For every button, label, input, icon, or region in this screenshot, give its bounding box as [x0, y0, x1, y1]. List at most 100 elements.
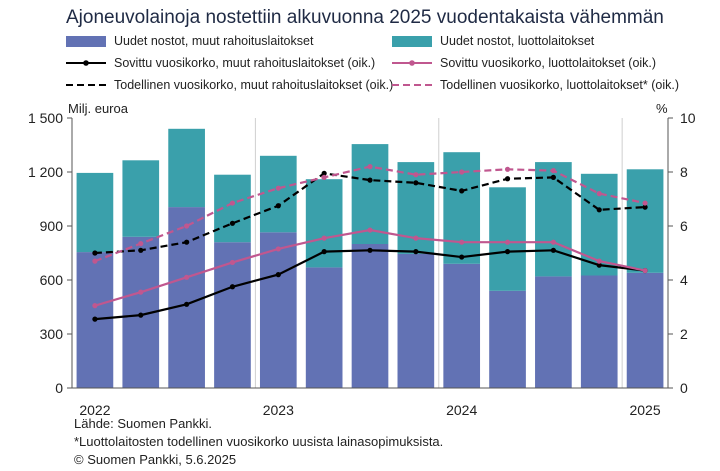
legend-label-line-credit-agreed: Sovittu vuosikorko, luottolaitokset (oik…	[440, 56, 657, 70]
line-other-agreed-point-1	[138, 312, 144, 318]
line-credit-agreed-point-9	[504, 239, 511, 245]
bar-other-10	[535, 276, 572, 388]
line-credit-agreed-point-12	[642, 267, 648, 274]
left-tick-label-5: 1 500	[28, 110, 63, 126]
right-tick-label-4: 8	[680, 164, 688, 180]
line-credit-agreed-point-4	[275, 246, 281, 252]
right-axis-unit: %	[656, 101, 668, 116]
line-credit-agreed-point-8	[459, 239, 465, 245]
chart-title: Ajoneuvolainoja nostettiin alkuvuonna 20…	[66, 7, 664, 28]
line-other-agreed-point-0	[92, 316, 98, 322]
left-tick-label-1: 300	[40, 326, 64, 342]
line-credit-agreed-point-0	[92, 303, 98, 309]
line-credit-effective-point-10	[550, 168, 556, 174]
legend-swatch-line-other-effective	[66, 84, 106, 86]
right-tick-label-1: 2	[680, 326, 688, 342]
line-other-agreed-point-11	[596, 262, 602, 268]
x-tick-label-2025: 2025	[629, 402, 660, 418]
line-credit-effective-point-0	[92, 258, 98, 264]
line-credit-agreed-point-11	[596, 258, 602, 264]
legend-item-line-other-agreed: Sovittu vuosikorko, muut rahoituslaitoks…	[66, 56, 375, 70]
legend-swatch-line-credit-effective	[392, 84, 432, 86]
line-other-agreed-point-10	[550, 247, 556, 253]
x-tick-label-2024: 2024	[446, 402, 477, 418]
bar-credit-9	[489, 187, 526, 291]
line-other-agreed-point-9	[504, 249, 511, 255]
line-credit-agreed-point-6	[367, 227, 373, 233]
line-other-agreed-point-5	[321, 249, 327, 255]
right-tick-label-5: 10	[680, 110, 696, 126]
line-credit-effective-point-4	[275, 185, 281, 191]
line-credit-agreed-point-10	[550, 239, 556, 245]
line-other-effective-point-7	[413, 180, 419, 186]
legend-swatch-bar-other	[66, 35, 106, 47]
line-credit-effective-point-11	[596, 191, 602, 197]
line-credit-effective-point-8	[459, 169, 465, 175]
footer-copyright: © Suomen Pankki, 5.6.2025	[74, 452, 237, 467]
bar-other-4	[259, 232, 297, 388]
legend-item-line-credit-effective: Todellinen vuosikorko, luottolaitokset* …	[392, 78, 679, 92]
bar-credit-2	[168, 128, 205, 208]
line-other-effective-point-4	[275, 203, 281, 209]
legend-label-line-credit-effective: Todellinen vuosikorko, luottolaitokset* …	[440, 78, 680, 92]
left-tick-label-0: 0	[55, 380, 63, 396]
line-other-effective-point-1	[138, 247, 144, 253]
line-other-effective-point-10	[550, 174, 556, 180]
bar-credit-8	[443, 152, 481, 264]
bar-credit-12	[626, 169, 664, 273]
line-other-agreed-point-2	[184, 301, 190, 307]
legend-swatch-line-credit-agreed	[392, 60, 432, 66]
line-other-effective-point-6	[367, 177, 373, 183]
footer-note: *Luottolaitosten todellinen vuosikorko u…	[74, 434, 444, 449]
line-credit-agreed-point-2	[184, 274, 190, 280]
left-tick-label-4: 1 200	[28, 164, 63, 180]
bar-credit-4	[259, 155, 297, 233]
line-credit-agreed-point-1	[138, 289, 144, 295]
legend-item-bar-other: Uudet nostot, muut rahoituslaitokset	[66, 34, 313, 48]
line-other-effective-point-8	[459, 188, 465, 194]
line-credit-effective-point-6	[367, 164, 373, 170]
bar-other-12	[626, 272, 664, 388]
line-other-agreed-point-4	[275, 272, 281, 278]
x-tick-label-2022: 2022	[79, 402, 110, 418]
line-credit-agreed-point-7	[413, 235, 419, 241]
right-tick-label-0: 0	[680, 380, 688, 396]
bar-other-7	[397, 253, 435, 388]
line-credit-effective-point-7	[413, 172, 419, 178]
legend-label-line-other-effective: Todellinen vuosikorko, muut rahoituslait…	[114, 78, 394, 92]
line-credit-effective-point-5	[321, 174, 327, 180]
legend-swatch-line-other-agreed	[66, 60, 106, 66]
bar-credit-10	[535, 162, 572, 277]
bar-credit-0	[76, 172, 114, 253]
legend-item-line-credit-agreed: Sovittu vuosikorko, luottolaitokset (oik…	[392, 56, 656, 70]
legend-swatch-bar-credit	[392, 35, 432, 47]
bar-other-6	[351, 244, 389, 388]
left-axis-unit: Milj. euroa	[68, 101, 128, 116]
legend-label-bar-other: Uudet nostot, muut rahoituslaitokset	[114, 34, 314, 48]
right-tick-label-2: 4	[680, 272, 688, 288]
line-other-agreed-point-6	[367, 247, 373, 253]
legend-label-line-other-agreed: Sovittu vuosikorko, muut rahoituslaitoks…	[114, 56, 376, 70]
line-other-effective-point-11	[596, 207, 602, 213]
line-credit-effective-point-2	[184, 223, 190, 229]
bar-other-2	[168, 207, 205, 388]
footer-source: Lähde: Suomen Pankki.	[74, 416, 213, 431]
line-other-agreed-point-7	[413, 249, 419, 255]
legend-label-bar-credit: Uudet nostot, luottolaitokset	[440, 34, 595, 48]
left-tick-label-3: 900	[40, 218, 64, 234]
line-credit-effective-point-1	[138, 240, 144, 247]
line-other-effective-point-0	[92, 250, 98, 256]
line-other-agreed-point-3	[229, 284, 236, 290]
line-credit-agreed-point-3	[229, 259, 236, 266]
bar-other-8	[443, 263, 481, 388]
line-credit-agreed-point-5	[321, 235, 327, 241]
line-credit-effective-point-9	[504, 166, 511, 172]
bar-credit-1	[122, 160, 160, 237]
line-credit-effective-point-12	[642, 200, 648, 206]
line-credit-effective-point-3	[229, 200, 236, 206]
line-other-effective-point-9	[504, 176, 511, 182]
line-other-effective-point-12	[642, 204, 648, 210]
line-other-agreed-point-8	[459, 254, 465, 260]
right-tick-label-3: 6	[680, 218, 688, 234]
x-tick-label-2023: 2023	[263, 402, 294, 418]
